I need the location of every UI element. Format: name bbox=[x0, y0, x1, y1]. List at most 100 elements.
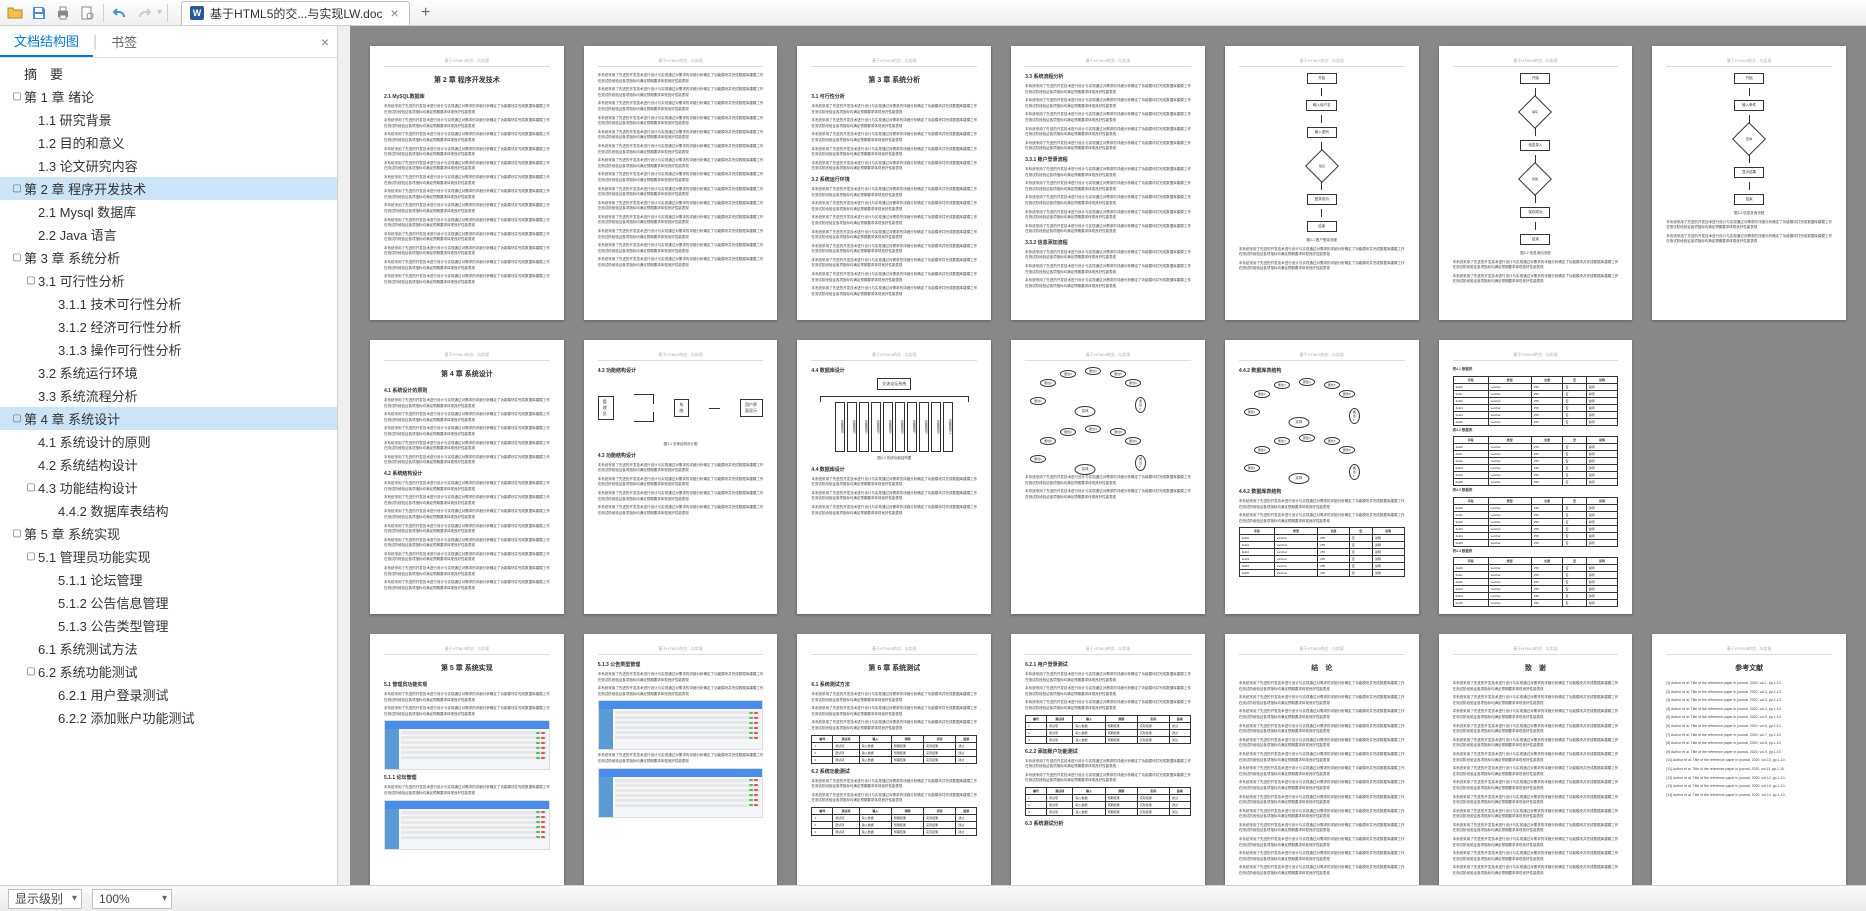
outline-item[interactable]: 4.2 系统结构设计 bbox=[0, 453, 337, 476]
outline-item[interactable]: ▢第 3 章 系统分析 bbox=[0, 246, 337, 269]
page-thumbnail[interactable]: 基于HTML5的交...与实现结 论本系统采用了先进的开发技术进行设计与实现通过… bbox=[1225, 634, 1419, 885]
outline-item[interactable]: 5.1.3 公告类型管理 bbox=[0, 614, 337, 637]
collapse-icon[interactable]: ▢ bbox=[24, 275, 38, 286]
page-thumbnail[interactable]: 基于HTML5的交...与实现4.4.2 数据库表结构属性1属性2属性3属性4属… bbox=[1225, 340, 1419, 614]
outline-item[interactable]: ▢第 5 章 系统实现 bbox=[0, 522, 337, 545]
document-view[interactable]: 基于HTML5的交...与实现第 2 章 程序开发技术2.1 MySQL数据库本… bbox=[350, 26, 1866, 885]
outline-item[interactable]: 3.1.2 经济可行性分析 bbox=[0, 315, 337, 338]
outline-item[interactable]: ▢6.2 系统功能测试 bbox=[0, 660, 337, 683]
page-thumbnail[interactable]: 基于HTML5的交...与实现4.4 数据库设计交流论坛系统功能模块1功能模块2… bbox=[797, 340, 991, 614]
page-thumbnail[interactable]: 基于HTML5的交...与实现本系统采用了先进的开发技术进行设计与实现通过对需求… bbox=[584, 46, 778, 320]
tab-outline[interactable]: 文档结构图 bbox=[0, 26, 93, 57]
outline-label: 3.3 系统流程分析 bbox=[38, 386, 138, 405]
redo-button[interactable] bbox=[133, 2, 155, 24]
outline-item[interactable]: 1.1 研究背景 bbox=[0, 108, 337, 131]
open-button[interactable] bbox=[4, 2, 26, 24]
outline-item[interactable]: 3.2 系统运行环境 bbox=[0, 361, 337, 384]
outline-item[interactable]: ▢第 2 章 程序开发技术 bbox=[0, 177, 337, 200]
page-thumbnail[interactable]: 基于HTML5的交...与实现参考文献[1] Author et al. Tit… bbox=[1652, 634, 1846, 885]
outline-item[interactable]: 6.1 系统测试方法 bbox=[0, 637, 337, 660]
outline-item[interactable]: ▢5.1 管理员功能实现 bbox=[0, 545, 337, 568]
outline-item[interactable]: 摘 要 bbox=[0, 62, 337, 85]
page-thumbnail[interactable]: 基于HTML5的交...与实现第 3 章 系统分析3.1 可行性分析本系统采用了… bbox=[797, 46, 991, 320]
sidebar-tabs: 文档结构图 | 书签 × bbox=[0, 26, 337, 58]
outline-label: 3.2 系统运行环境 bbox=[38, 363, 138, 382]
collapse-icon[interactable]: ▢ bbox=[10, 183, 24, 194]
outline-item[interactable]: 4.4.2 数据库表结构 bbox=[0, 499, 337, 522]
outline-label: 4.1 系统设计的原则 bbox=[38, 432, 151, 451]
close-tab-icon[interactable]: × bbox=[389, 5, 401, 21]
print-button[interactable] bbox=[52, 2, 74, 24]
outline-label: 第 2 章 程序开发技术 bbox=[24, 179, 146, 198]
collapse-icon[interactable]: ▢ bbox=[24, 551, 38, 562]
page-thumbnail[interactable]: 基于HTML5的交...与实现开始填写信息录入检验保存成功结束图3.2 信息添加… bbox=[1439, 46, 1633, 320]
collapse-icon[interactable]: ▢ bbox=[24, 666, 38, 677]
page-thumbnail[interactable]: 基于HTML5的交...与实现6.2.1 用户登录测试本系统采用了先进的开发技术… bbox=[1011, 634, 1205, 885]
outline-sidebar: 文档结构图 | 书签 × 摘 要▢第 1 章 绪论1.1 研究背景 1.2 目的和… bbox=[0, 26, 338, 885]
outline-item[interactable]: 5.1.1 论坛管理 bbox=[0, 568, 337, 591]
outline-item[interactable]: 1.2 目的和意义 bbox=[0, 131, 337, 154]
outline-item[interactable]: 5.1.2 公告信息管理 bbox=[0, 591, 337, 614]
collapse-icon[interactable]: ▢ bbox=[10, 413, 24, 424]
outline-level-select[interactable]: 显示级别 bbox=[8, 889, 82, 909]
outline-label: 5.1.2 公告信息管理 bbox=[58, 593, 169, 612]
outline-item[interactable]: ▢3.1 可行性分析 bbox=[0, 269, 337, 292]
document-tab[interactable]: W 基于HTML5的交...与实现LW.doc × bbox=[181, 1, 410, 25]
outline-item[interactable]: ▢4.3 功能结构设计 bbox=[0, 476, 337, 499]
outline-label: 6.1 系统测试方法 bbox=[38, 639, 138, 658]
page-thumbnail[interactable]: 基于HTML5的交...与实现第 2 章 程序开发技术2.1 MySQL数据库本… bbox=[370, 46, 564, 320]
sidebar-scrollbar[interactable] bbox=[338, 26, 350, 885]
zoom-select[interactable]: 100% bbox=[92, 889, 172, 909]
outline-item[interactable]: 6.2.1 用户登录测试 bbox=[0, 683, 337, 706]
toolbar-separator bbox=[103, 4, 104, 22]
toolbar-separator-2 bbox=[167, 4, 168, 22]
outline-tree: 摘 要▢第 1 章 绪论1.1 研究背景 1.2 目的和意义 1.3 论文研究内容 ▢… bbox=[0, 58, 337, 885]
page-thumbnail[interactable]: 基于HTML5的交...与实现3.3 系统流程分析本系统采用了先进的开发技术进行… bbox=[1011, 46, 1205, 320]
outline-label: 3.1.1 技术可行性分析 bbox=[58, 294, 182, 313]
print-preview-button[interactable] bbox=[76, 2, 98, 24]
status-bar: 显示级别 100% bbox=[0, 885, 1866, 911]
redo-dropdown-icon[interactable]: ▾ bbox=[157, 7, 162, 18]
page-thumbnail[interactable]: 基于HTML5的交...与实现开始输入用户名输入密码验证登录成功结束图3.1 账… bbox=[1225, 46, 1419, 320]
sidebar-close-icon[interactable]: × bbox=[321, 34, 329, 50]
outline-label: 6.2.2 添加账户功能测试 bbox=[58, 708, 195, 727]
page-thumbnail[interactable]: 基于HTML5的交...与实现第 4 章 系统设计4.1 系统设计的原则本系统采… bbox=[370, 340, 564, 614]
page-thumbnail[interactable]: 基于HTML5的交...与实现4.3 功能结构设计管理员系统用户界面显示图4.1… bbox=[584, 340, 778, 614]
collapse-icon[interactable]: ▢ bbox=[24, 482, 38, 493]
outline-item[interactable]: ▢第 4 章 系统设计 bbox=[0, 407, 337, 430]
outline-label: 6.2.1 用户登录测试 bbox=[58, 685, 169, 704]
outline-item[interactable]: 4.1 系统设计的原则 bbox=[0, 430, 337, 453]
page-thumbnail[interactable]: 基于HTML5的交...与实现开始输入条件查询显示结果结束图3.3 信息查询流程… bbox=[1652, 46, 1846, 320]
collapse-icon[interactable]: ▢ bbox=[10, 252, 24, 263]
page-thumbnail[interactable]: 基于HTML5的交...与实现第 5 章 系统实现5.1 管理员功能实现本系统采… bbox=[370, 634, 564, 885]
outline-item[interactable]: ▢第 1 章 绪论 bbox=[0, 85, 337, 108]
collapse-icon[interactable]: ▢ bbox=[10, 91, 24, 102]
outline-item[interactable]: 2.2 Java 语言 bbox=[0, 223, 337, 246]
outline-label: 5.1.3 公告类型管理 bbox=[58, 616, 169, 635]
page-thumbnail[interactable]: 基于HTML5的交...与实现致 谢本系统采用了先进的开发技术进行设计与实现通过… bbox=[1439, 634, 1633, 885]
collapse-icon[interactable]: ▢ bbox=[10, 528, 24, 539]
outline-item[interactable]: 1.3 论文研究内容 bbox=[0, 154, 337, 177]
undo-button[interactable] bbox=[109, 2, 131, 24]
outline-label: 3.1.2 经济可行性分析 bbox=[58, 317, 182, 336]
outline-item[interactable]: 3.3 系统流程分析 bbox=[0, 384, 337, 407]
outline-label: 2.1 Mysql 数据库 bbox=[38, 202, 136, 221]
page-thumbnail[interactable]: 基于HTML5的交...与实现属性1属性2属性3属性4属性5属性6属性7实体属性… bbox=[1011, 340, 1205, 614]
outline-item[interactable]: 6.2.2 添加账户功能测试 bbox=[0, 706, 337, 729]
page-thumbnail[interactable]: 基于HTML5的交...与实现表4.1 数据表字段类型长度空说明field0va… bbox=[1439, 340, 1633, 614]
outline-label: 3.1.3 操作可行性分析 bbox=[58, 340, 182, 359]
add-tab-button[interactable]: + bbox=[414, 2, 438, 24]
outline-label: 1.3 论文研究内容 bbox=[38, 156, 138, 175]
page-thumbnail[interactable]: 基于HTML5的交...与实现第 6 章 系统测试6.1 系统测试方法本系统采用… bbox=[797, 634, 991, 885]
outline-label: 2.2 Java 语言 bbox=[38, 225, 117, 244]
outline-label: 4.3 功能结构设计 bbox=[38, 478, 138, 497]
tab-bookmark[interactable]: 书签 bbox=[97, 26, 151, 57]
outline-label: 第 3 章 系统分析 bbox=[24, 248, 120, 267]
outline-item[interactable]: 3.1.3 操作可行性分析 bbox=[0, 338, 337, 361]
save-button[interactable] bbox=[28, 2, 50, 24]
outline-label: 1.2 目的和意义 bbox=[38, 133, 125, 152]
page-thumbnail[interactable]: 基于HTML5的交...与实现5.1.3 公告类型管理本系统采用了先进的开发技术… bbox=[584, 634, 778, 885]
outline-item[interactable]: 2.1 Mysql 数据库 bbox=[0, 200, 337, 223]
outline-item[interactable]: 3.1.1 技术可行性分析 bbox=[0, 292, 337, 315]
outline-label: 4.2 系统结构设计 bbox=[38, 455, 138, 474]
